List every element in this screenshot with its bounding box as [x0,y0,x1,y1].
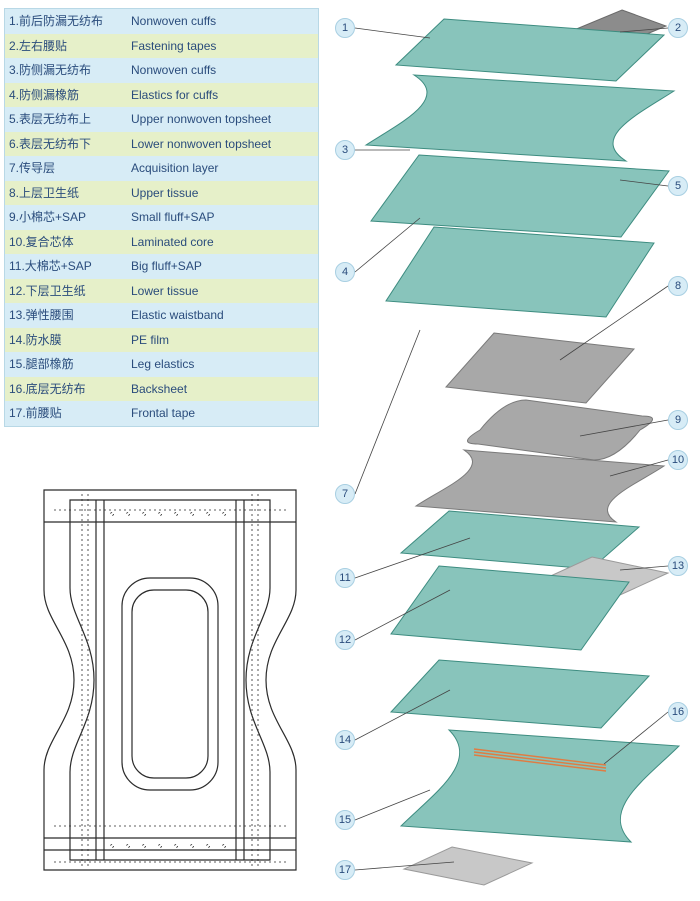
layer-l14 [391,660,649,728]
callout-9: 9 [668,410,688,430]
callout-14: 14 [335,730,355,750]
callout-8: 8 [668,276,688,296]
layer-l16 [401,730,679,842]
callout-15: 15 [335,810,355,830]
callout-11: 11 [335,568,355,588]
layer-l5 [371,155,669,237]
callout-1: 1 [335,18,355,38]
callout-12: 12 [335,630,355,650]
callout-16: 16 [668,702,688,722]
callout-7: 7 [335,484,355,504]
callout-3: 3 [335,140,355,160]
callout-13: 13 [668,556,688,576]
layer-l8 [446,333,634,403]
callout-2: 2 [668,18,688,38]
callout-10: 10 [668,450,688,470]
callout-17: 17 [335,860,355,880]
callout-4: 4 [335,262,355,282]
exploded-view [0,0,700,901]
callout-5: 5 [668,176,688,196]
layer-l9 [467,400,652,460]
layer-l6 [386,227,654,317]
layer-l17 [404,847,532,885]
layer-l12 [391,566,629,650]
layer-l3 [366,75,674,161]
